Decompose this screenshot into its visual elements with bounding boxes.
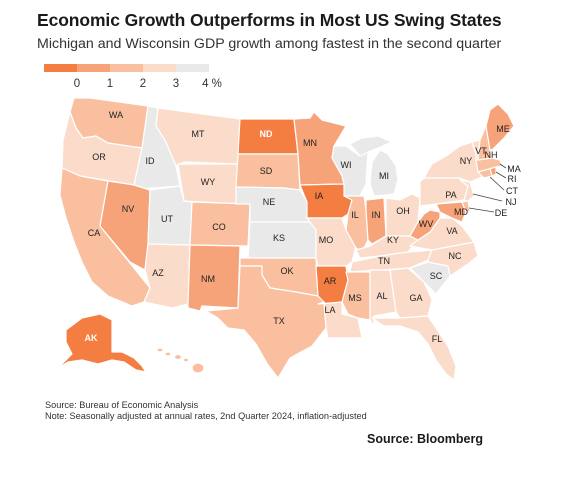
label-al: AL <box>376 291 387 301</box>
callout-nj <box>472 193 503 202</box>
label-wi: WI <box>341 160 352 170</box>
label-wy: WY <box>201 177 216 187</box>
label-ca: CA <box>88 228 101 238</box>
credit-line: Source: Bloomberg <box>367 432 483 446</box>
state-mi <box>369 149 399 197</box>
label-ok: OK <box>280 266 293 276</box>
label-az: AZ <box>152 268 164 278</box>
state-wv <box>409 209 441 241</box>
label-ut: UT <box>161 214 173 224</box>
legend-swatch-4 <box>143 64 176 72</box>
legend-label-3: 3 <box>172 78 180 90</box>
state-me <box>485 103 515 151</box>
label-tx: TX <box>273 316 285 326</box>
label-ri: RI <box>508 174 517 184</box>
legend-label-4: 4 % <box>202 78 222 90</box>
state-hi-3 <box>173 353 183 361</box>
callout-ri <box>495 171 507 179</box>
legend-swatches <box>44 64 239 72</box>
state-hi-5 <box>191 362 205 374</box>
label-mi: MI <box>379 171 389 181</box>
label-mo: MO <box>319 235 334 245</box>
state-co <box>189 201 251 247</box>
label-ar: AR <box>324 276 337 286</box>
legend-label-2: 2 <box>139 78 147 90</box>
state-in <box>365 197 387 245</box>
chart-title: Economic Growth Outperforms in Most US S… <box>37 10 502 30</box>
label-id: ID <box>146 156 156 166</box>
label-me: ME <box>496 124 510 134</box>
methodology-note: Note: Seasonally adjusted at annual rate… <box>45 411 367 421</box>
label-fl: FL <box>432 334 443 344</box>
label-mt: MT <box>192 129 205 139</box>
state-nh <box>477 125 493 161</box>
label-tn: TN <box>378 256 390 266</box>
label-co: CO <box>212 222 226 232</box>
label-pa: PA <box>445 190 456 200</box>
state-de <box>461 200 471 213</box>
state-mo <box>306 217 357 267</box>
state-ak <box>57 313 147 373</box>
state-hi-1 <box>156 347 164 353</box>
legend-swatch-2 <box>77 64 110 72</box>
label-ny: NY <box>460 156 473 166</box>
callout-ma <box>499 163 507 169</box>
label-sd: SD <box>260 166 273 176</box>
label-nv: NV <box>122 204 135 214</box>
label-ma: MA <box>507 164 521 174</box>
label-ct: CT <box>506 186 518 196</box>
state-hi-2 <box>164 351 172 357</box>
label-ms: MS <box>348 293 362 303</box>
label-va: VA <box>446 226 457 236</box>
label-de: DE <box>495 208 508 218</box>
label-nd: ND <box>260 129 273 139</box>
label-md: MD <box>454 207 468 217</box>
label-vt: VT <box>475 146 487 156</box>
legend-swatch-5 <box>176 64 209 72</box>
state-nm <box>187 244 241 312</box>
label-or: OR <box>92 152 106 162</box>
label-oh: OH <box>396 206 410 216</box>
legend-label-0: 0 <box>73 78 81 90</box>
label-wv: WV <box>419 219 434 229</box>
label-ne: NE <box>263 197 276 207</box>
label-sc: SC <box>430 271 443 281</box>
callout-de <box>468 207 495 213</box>
state-fl <box>371 315 457 381</box>
label-ga: GA <box>409 293 422 303</box>
label-wa: WA <box>109 110 123 120</box>
source-note: Source: Bureau of Economic Analysis <box>45 400 199 410</box>
state-ga <box>389 267 433 319</box>
legend-swatch-3 <box>110 64 143 72</box>
color-legend: 0 1 2 3 4 % <box>44 64 239 96</box>
label-il: IL <box>351 210 359 220</box>
label-nh: NH <box>485 150 498 160</box>
label-in: IN <box>372 210 381 220</box>
state-tx <box>205 265 327 379</box>
state-nc <box>407 241 479 277</box>
label-nc: NC <box>449 251 462 261</box>
label-ia: IA <box>315 191 324 201</box>
state-hi-4 <box>182 357 190 363</box>
legend-label-1: 1 <box>106 78 114 90</box>
label-la: LA <box>324 305 335 315</box>
label-ky: KY <box>387 235 399 245</box>
chart-subtitle: Michigan and Wisconsin GDP growth among … <box>37 36 502 52</box>
label-ak: AK <box>85 333 98 343</box>
state-mi-up <box>349 135 393 157</box>
state-az <box>143 243 191 309</box>
label-mn: MN <box>303 138 317 148</box>
state-la <box>317 301 363 339</box>
label-ks: KS <box>273 233 285 243</box>
label-nm: NM <box>201 274 215 284</box>
label-nj: NJ <box>506 197 517 207</box>
callout-ct <box>489 176 505 191</box>
legend-swatch-1 <box>44 64 77 72</box>
